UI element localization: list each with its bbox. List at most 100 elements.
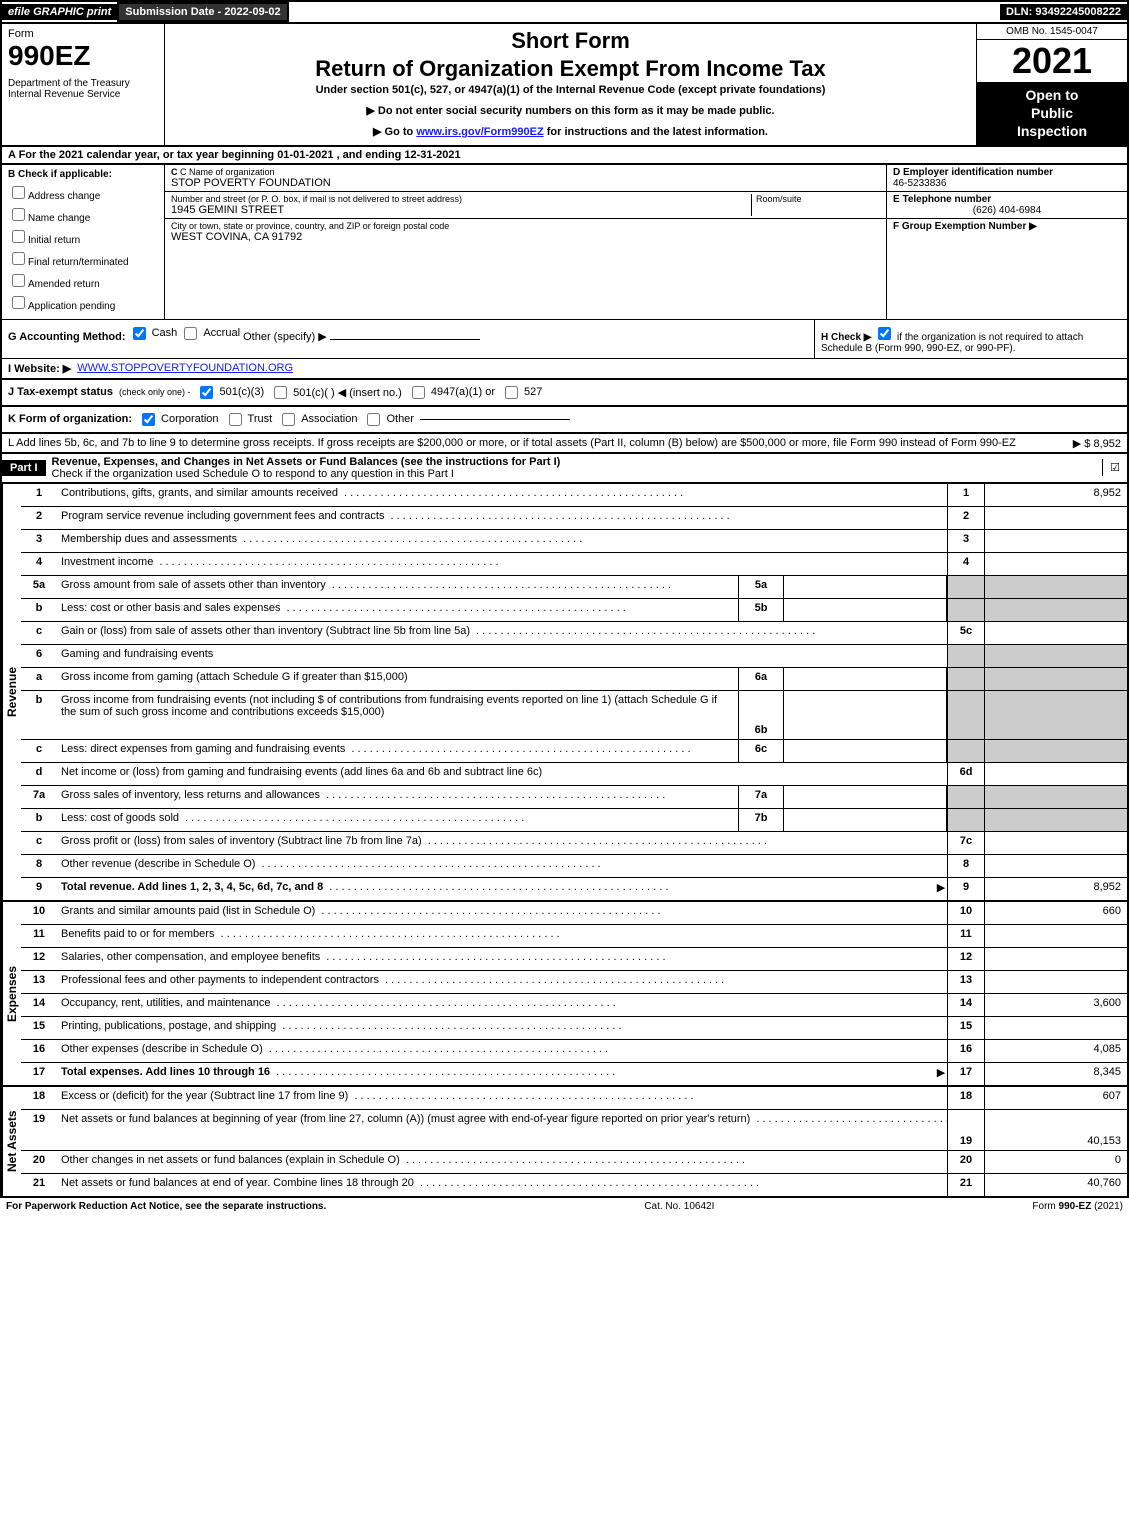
line-7b-sv [784, 809, 947, 831]
opt-trust[interactable]: Trust [225, 410, 273, 429]
line-7b-desc: Less: cost of goods sold [57, 809, 738, 831]
check-final-return[interactable]: Final return/terminated [8, 249, 158, 268]
checkbox-corporation[interactable] [142, 413, 155, 426]
checkbox-4947[interactable] [412, 386, 425, 399]
line-8-num: 8 [21, 855, 57, 877]
submission-date: Submission Date - 2022-09-02 [117, 2, 288, 22]
check-address-change[interactable]: Address change [8, 183, 158, 202]
opt-501c3[interactable]: 501(c)(3) [196, 383, 264, 402]
line-20: 20 Other changes in net assets or fund b… [21, 1151, 1127, 1174]
line-10-rv: 660 [985, 902, 1127, 924]
checkbox-other[interactable] [367, 413, 380, 426]
accounting-method-label: G Accounting Method: [8, 331, 126, 343]
expenses-table: Expenses 10 Grants and similar amounts p… [0, 902, 1129, 1087]
checkbox-accrual[interactable] [184, 327, 197, 340]
line-6c-sn: 6c [738, 740, 784, 762]
checkbox-association[interactable] [282, 413, 295, 426]
check-application-pending[interactable]: Application pending [8, 293, 158, 312]
checkbox-application-pending[interactable] [12, 296, 25, 309]
line-12-rv [985, 948, 1127, 970]
part-1-check[interactable]: ☑ [1102, 459, 1127, 476]
check-initial-return[interactable]: Initial return [8, 227, 158, 246]
checkbox-amended-return[interactable] [12, 274, 25, 287]
line-4: 4 Investment income 4 [21, 553, 1127, 576]
line-5a: 5a Gross amount from sale of assets othe… [21, 576, 1127, 599]
opt-association[interactable]: Association [278, 410, 357, 429]
line-21-rv: 40,760 [985, 1174, 1127, 1196]
section-i: I Website: ▶ WWW.STOPPOVERTYFOUNDATION.O… [0, 359, 1129, 380]
line-9-rn: 9 [947, 878, 985, 900]
street-value: 1945 GEMINI STREET [171, 204, 751, 216]
line-10-num: 10 [21, 902, 57, 924]
org-name-label: C C Name of organization [171, 167, 880, 177]
checkbox-h[interactable] [878, 327, 891, 340]
checkbox-cash[interactable] [133, 327, 146, 340]
accrual-label: Accrual [203, 327, 240, 339]
footer-right: Form 990-EZ (2021) [1032, 1201, 1123, 1212]
line-14-desc: Occupancy, rent, utilities, and maintena… [57, 994, 947, 1016]
city-row: City or town, state or province, country… [165, 219, 886, 245]
efile-print-label[interactable]: efile GRAPHIC print [2, 4, 117, 20]
label-501c: 501(c)( ) ◀ (insert no.) [293, 386, 402, 399]
section-g: G Accounting Method: Cash Accrual Other … [2, 320, 814, 358]
website-link[interactable]: WWW.STOPPOVERTYFOUNDATION.ORG [77, 362, 293, 374]
checkbox-initial-return[interactable] [12, 230, 25, 243]
line-6a-shaded-v [985, 668, 1127, 690]
line-14-num: 14 [21, 994, 57, 1016]
opt-corporation[interactable]: Corporation [138, 410, 218, 429]
line-6a-sv [784, 668, 947, 690]
info-grid: B Check if applicable: Address change Na… [0, 165, 1129, 320]
instruction-line-2: ▶ Go to www.irs.gov/Form990EZ for instru… [175, 125, 966, 138]
top-bar: efile GRAPHIC print Submission Date - 20… [0, 0, 1129, 22]
accrual-option[interactable]: Accrual [180, 324, 240, 343]
line-1-desc: Contributions, gifts, grants, and simila… [57, 484, 947, 506]
opt-other[interactable]: Other [363, 410, 414, 429]
line-7c-desc: Gross profit or (loss) from sales of inv… [57, 832, 947, 854]
line-7a-desc: Gross sales of inventory, less returns a… [57, 786, 738, 808]
irs-gov-link[interactable]: www.irs.gov/Form990EZ [416, 126, 543, 138]
line-3-rv [985, 530, 1127, 552]
line-20-rn: 20 [947, 1151, 985, 1173]
line-10-rn: 10 [947, 902, 985, 924]
opt-527[interactable]: 527 [501, 383, 542, 402]
net-assets-lines: 18 Excess or (deficit) for the year (Sub… [21, 1087, 1127, 1196]
line-18-num: 18 [21, 1087, 57, 1109]
cash-option[interactable]: Cash [129, 324, 178, 343]
line-7b: b Less: cost of goods sold 7b [21, 809, 1127, 832]
line-3-desc: Membership dues and assessments [57, 530, 947, 552]
check-amended-return[interactable]: Amended return [8, 271, 158, 290]
line-6c-desc: Less: direct expenses from gaming and fu… [57, 740, 738, 762]
checkbox-501c[interactable] [274, 386, 287, 399]
checkbox-name-change[interactable] [12, 208, 25, 221]
h-label: H Check ▶ [821, 332, 871, 343]
check-name-change[interactable]: Name change [8, 205, 158, 224]
line-6a: a Gross income from gaming (attach Sched… [21, 668, 1127, 691]
line-6d: d Net income or (loss) from gaming and f… [21, 763, 1127, 786]
form-number: 990EZ [8, 40, 158, 72]
net-assets-vertical-label: Net Assets [2, 1087, 21, 1196]
label-association: Association [301, 413, 357, 425]
arrow-icon: ▶ [935, 878, 947, 900]
checkbox-trust[interactable] [229, 413, 242, 426]
footer-left: For Paperwork Reduction Act Notice, see … [6, 1201, 326, 1212]
checkbox-501c3[interactable] [200, 386, 213, 399]
instruction-line-1: ▶ Do not enter social security numbers o… [175, 104, 966, 117]
checkbox-527[interactable] [505, 386, 518, 399]
dln-number: DLN: 93492245008222 [1000, 4, 1127, 20]
label-amended-return: Amended return [28, 279, 100, 290]
line-16: 16 Other expenses (describe in Schedule … [21, 1040, 1127, 1063]
line-5c-num: c [21, 622, 57, 644]
checkbox-final-return[interactable] [12, 252, 25, 265]
line-21-desc: Net assets or fund balances at end of ye… [57, 1174, 947, 1196]
checkbox-address-change[interactable] [12, 186, 25, 199]
line-12: 12 Salaries, other compensation, and emp… [21, 948, 1127, 971]
opt-501c[interactable]: 501(c)( ) ◀ (insert no.) [270, 383, 402, 402]
line-19-rv: 40,153 [985, 1110, 1127, 1150]
expenses-vertical-label: Expenses [2, 902, 21, 1085]
return-title: Return of Organization Exempt From Incom… [175, 56, 966, 82]
opt-4947[interactable]: 4947(a)(1) or [408, 383, 495, 402]
line-13-rn: 13 [947, 971, 985, 993]
label-corporation: Corporation [161, 413, 218, 425]
part-1-check-text: Check if the organization used Schedule … [52, 468, 454, 480]
line-9: 9 Total revenue. Add lines 1, 2, 3, 4, 5… [21, 878, 1127, 900]
